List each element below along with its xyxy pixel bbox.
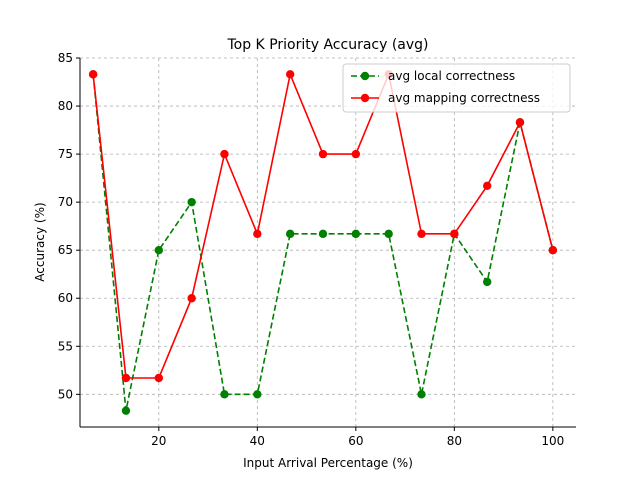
legend: avg local correctness avg mapping correct… [342,63,571,113]
grid-lines [80,57,576,427]
legend-box [342,63,571,113]
x-tick-label: 20 [151,434,166,448]
data-point [88,70,98,79]
data-point [351,149,361,159]
data-point [515,118,525,127]
data-point [121,373,131,383]
legend-label: avg local correctness [388,69,515,83]
y-tick-label: 50 [58,387,73,401]
data-point [482,181,492,191]
data-point [548,245,558,255]
data-point [154,373,164,383]
y-tick-label: 75 [58,147,73,161]
y-tick-label: 70 [58,195,73,209]
data-point [121,406,131,415]
series-group [88,70,558,415]
series-line-1 [92,71,554,379]
x-tick-label: 40 [250,434,265,448]
data-point [482,277,492,287]
data-point [450,229,459,239]
data-point [318,149,328,159]
y-tick-label: 55 [58,339,73,353]
y-axis-label: Accuracy (%) [33,202,47,281]
legend-marker [360,71,370,81]
data-point [187,197,196,207]
y-tick-label: 80 [58,99,73,113]
x-tick-label: 80 [447,434,462,448]
x-tick-label: 60 [348,434,363,448]
legend-marker [360,93,370,103]
y-tick-label: 65 [58,243,73,257]
series-line-0 [92,74,554,411]
data-point [253,229,262,239]
data-point [417,390,426,399]
y-tick-label: 85 [58,51,73,65]
legend-label: avg mapping correctness [388,91,540,105]
data-point [154,245,164,255]
axes: 20 40 60 80 100 50 55 60 65 70 75 80 85 [58,51,576,448]
data-point [220,390,229,399]
data-point [285,229,295,239]
x-axis-label: Input Arrival Percentage (%) [243,456,413,470]
data-point [187,294,196,303]
data-point [318,229,328,239]
data-point [220,149,229,159]
x-tick-label: 100 [541,434,564,448]
y-tick-label: 60 [58,291,73,305]
data-point [285,70,295,79]
data-point [417,229,426,239]
data-point [253,390,262,399]
chart-title: Top K Priority Accuracy (avg) [226,37,428,53]
data-point [351,229,361,239]
data-point [384,229,393,239]
